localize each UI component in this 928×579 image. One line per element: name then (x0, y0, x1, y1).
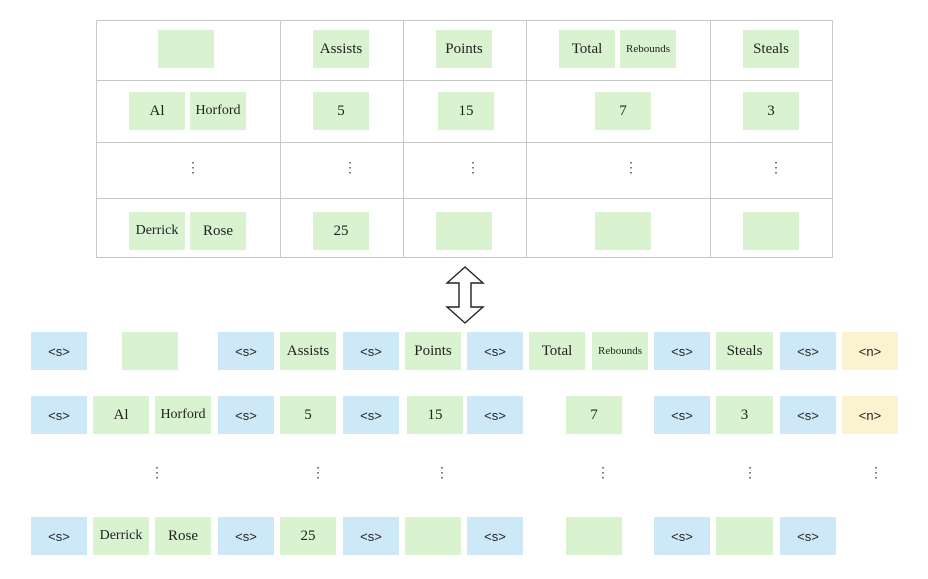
header-total: Total (559, 30, 615, 68)
row3-steals-empty (743, 212, 799, 250)
sep-token: <s> (654, 396, 710, 434)
seq-header-points: Points (405, 332, 461, 370)
row1-first-name: Al (129, 92, 185, 130)
newline-token: <n> (842, 332, 898, 370)
ellipsis: ⋮ (869, 466, 883, 481)
row1-last-name: Horford (190, 92, 246, 130)
sep-token: <s> (31, 396, 87, 434)
header-empty-cell (158, 30, 214, 68)
sep-token: <s> (467, 332, 523, 370)
seq-row1-rebounds: 7 (566, 396, 622, 434)
stats-table: Assists Points Total Rebounds Steals Al … (96, 20, 833, 258)
seq-row3-first-name: Derrick (93, 517, 149, 555)
row3-assists: 25 (313, 212, 369, 250)
row3-rebounds-empty (595, 212, 651, 250)
seq-row1-points: 15 (407, 396, 463, 434)
sep-token: <s> (343, 332, 399, 370)
row3-last-name: Rose (190, 212, 246, 250)
seq-row3-points-empty (405, 517, 461, 555)
row3-points-empty (436, 212, 492, 250)
table-col-divider (403, 20, 404, 258)
ellipsis: ⋮ (343, 161, 357, 176)
sep-token: <s> (654, 332, 710, 370)
table-row-divider (96, 80, 833, 81)
sep-token: <s> (780, 332, 836, 370)
seq-row1-steals: 3 (716, 396, 773, 434)
table-row-divider (96, 198, 833, 199)
seq-row3-rebounds-empty (566, 517, 622, 555)
sep-token: <s> (218, 332, 274, 370)
row1-assists: 5 (313, 92, 369, 130)
ellipsis: ⋮ (150, 466, 164, 481)
ellipsis: ⋮ (769, 161, 783, 176)
header-assists: Assists (313, 30, 369, 68)
double-vertical-arrow-icon (445, 266, 485, 324)
table-border-top (96, 20, 833, 21)
sep-token: <s> (31, 332, 87, 370)
sep-token: <s> (780, 517, 836, 555)
table-border-bottom (96, 257, 833, 258)
table-border-right (832, 20, 833, 258)
sep-token: <s> (31, 517, 87, 555)
seq-row1-last-name: Horford (155, 396, 211, 434)
ellipsis: ⋮ (596, 466, 610, 481)
ellipsis: ⋮ (624, 161, 638, 176)
sep-token: <s> (467, 517, 523, 555)
seq-header-assists: Assists (280, 332, 336, 370)
row1-rebounds: 7 (595, 92, 651, 130)
table-border-left (96, 20, 97, 258)
header-rebounds: Rebounds (620, 30, 676, 68)
table-col-divider (710, 20, 711, 258)
row1-steals: 3 (743, 92, 799, 130)
seq-header-empty (122, 332, 178, 370)
table-col-divider (526, 20, 527, 258)
ellipsis: ⋮ (466, 161, 480, 176)
ellipsis: ⋮ (311, 466, 325, 481)
seq-row1-first-name: Al (93, 396, 149, 434)
header-steals: Steals (743, 30, 799, 68)
seq-header-rebounds: Rebounds (592, 332, 648, 370)
sep-token: <s> (343, 517, 399, 555)
sep-token: <s> (218, 517, 274, 555)
table-row-divider (96, 142, 833, 143)
seq-header-steals: Steals (716, 332, 773, 370)
sep-token: <s> (780, 396, 836, 434)
table-col-divider (280, 20, 281, 258)
row3-first-name: Derrick (129, 212, 185, 250)
ellipsis: ⋮ (743, 466, 757, 481)
seq-row3-assists: 25 (280, 517, 336, 555)
seq-header-total: Total (529, 332, 585, 370)
sep-token: <s> (218, 396, 274, 434)
sep-token: <s> (343, 396, 399, 434)
sep-token: <s> (654, 517, 710, 555)
sep-token: <s> (467, 396, 523, 434)
header-points: Points (436, 30, 492, 68)
ellipsis: ⋮ (186, 161, 200, 176)
row1-points: 15 (438, 92, 494, 130)
seq-row3-steals-empty (716, 517, 773, 555)
seq-row3-last-name: Rose (155, 517, 211, 555)
newline-token: <n> (842, 396, 898, 434)
seq-row1-assists: 5 (280, 396, 336, 434)
ellipsis: ⋮ (435, 466, 449, 481)
